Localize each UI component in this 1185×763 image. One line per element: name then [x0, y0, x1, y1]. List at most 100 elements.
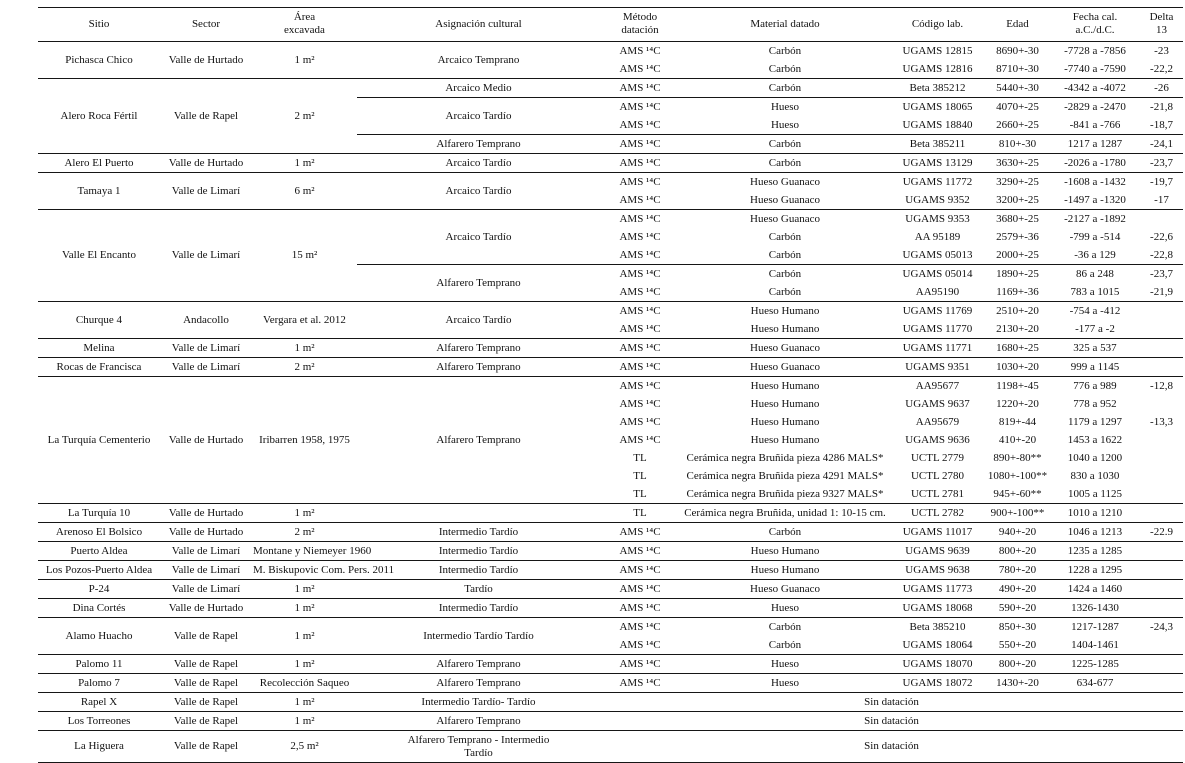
age-cell: 800+-20 — [985, 654, 1050, 674]
cultural-assignment-cell: Intermedio Tardío Tardío — [357, 617, 600, 655]
calibrated-date-cell: 1326-1430 — [1050, 598, 1140, 618]
calibrated-date-cell: 86 a 248 — [1050, 264, 1140, 283]
table-row: Alfarero Temprano AMS ¹⁴C Carbón UGAMS 0501… — [38, 264, 1183, 302]
dated-material-cell: Hueso Guanaco — [680, 579, 890, 599]
sector-cell: Valle de Hurtado — [168, 53, 244, 66]
cultural-assignment-cell — [357, 503, 600, 523]
calibrated-date-cell: -841 a -766 — [1069, 118, 1121, 131]
lab-code-cell: UCTL 2779 — [910, 451, 965, 464]
calibrated-date-cell: 830 a 1030 — [1070, 469, 1120, 482]
dating-method-cell: AMS ¹⁴C — [600, 134, 680, 154]
table-row: Los Torreones Valle de Rapel 1 m² Alfarero … — [38, 711, 1183, 731]
age-cell: 3630+-25 — [985, 153, 1050, 173]
dating-method-cell: AMS ¹⁴C — [600, 209, 680, 228]
site-name-cell: La Turquía 10 — [38, 503, 160, 523]
age-cell: 1220+-20 — [996, 397, 1039, 410]
calibrated-date-cell: 1010 a 1210 — [1050, 503, 1140, 523]
dated-material-cell: Hueso Guanaco — [680, 172, 890, 191]
excavated-area-cell: 1 m² — [294, 53, 315, 66]
dating-method-cell: AMS ¹⁴C — [619, 62, 661, 75]
calibrated-date-cell: 1225-1285 — [1050, 654, 1140, 674]
dated-material-cell: Carbón — [768, 638, 802, 651]
cultural-assignment-cell: Alfarero Temprano — [357, 134, 600, 154]
cultural-assignment-cell: Arcaico Tardío — [357, 153, 600, 173]
excavated-area-cell: 2,5 m² — [252, 730, 357, 763]
excavated-area-cell: 2 m² — [252, 78, 357, 154]
table-row: Palomo 11 Valle de Rapel 1 m² Alfarero Temp… — [38, 654, 1183, 674]
dated-material-cell: Hueso Humano — [750, 322, 820, 335]
delta13-cell — [1140, 485, 1183, 504]
lab-code-cell: UCTL 2782 — [890, 503, 985, 523]
age-cell: 3680+-25 — [985, 209, 1050, 228]
table-row: AMS ¹⁴C Carbón UGAMS 05013 2000+-25 -36 a 12… — [38, 246, 1183, 265]
column-header-edad: Edad — [985, 7, 1050, 42]
lab-code-cell: UGAMS 11769 — [890, 301, 985, 320]
delta13-cell — [1140, 338, 1183, 358]
age-cell: 850+-30 — [985, 617, 1050, 636]
lab-code-cell: UGAMS 11771 — [890, 338, 985, 358]
calibrated-date-cell: 1228 a 1295 — [1050, 560, 1140, 580]
site-name-cell: La Higuera — [38, 730, 160, 763]
sector-cell: Valle de Limarí — [160, 541, 252, 561]
table-header-row: Sitio Sector Área excavada Asignación cu… — [38, 7, 1183, 42]
column-header-delta-13: Delta 13 — [1140, 7, 1183, 42]
dating-method-cell: AMS ¹⁴C — [600, 579, 680, 599]
cultural-assignment-cell: Alfarero Temprano — [357, 357, 600, 377]
excavated-area-cell: 2 m² — [252, 357, 357, 377]
excavated-area-cell: 1 m² — [252, 692, 357, 712]
calibrated-date-cell: 1179 a 1297 — [1068, 415, 1122, 428]
lab-code-cell: UGAMS 05014 — [890, 264, 985, 283]
dating-method-cell: AMS ¹⁴C — [600, 654, 680, 674]
lab-code-cell: UGAMS 9637 — [905, 397, 970, 410]
age-cell: 5440+-30 — [985, 78, 1050, 98]
dated-material-cell: Carbón — [680, 617, 890, 636]
excavated-area-cell: Montane y Niemeyer 1960 — [252, 541, 371, 561]
table-row: Alamo Huacho Valle de Rapel 1 m² Intermedio… — [38, 617, 1183, 655]
dating-method-cell: AMS ¹⁴C — [619, 230, 661, 243]
sector-cell: Valle de Limarí — [160, 209, 252, 302]
table-row: Rapel X Valle de Rapel 1 m² Intermedio Tard… — [38, 692, 1183, 712]
dated-material-cell: Hueso — [770, 118, 800, 131]
dating-method-cell: AMS ¹⁴C — [600, 172, 680, 191]
delta13-cell — [1140, 579, 1183, 599]
lab-code-cell: UCTL 2780 — [910, 469, 965, 482]
table-row: AMS ¹⁴C Carbón AA 95189 2579+-36 -799 a -514… — [38, 228, 1183, 246]
delta13-cell — [1140, 449, 1183, 467]
dated-material-cell: Hueso Guanaco — [680, 338, 890, 358]
dated-material-cell: Hueso Guanaco — [750, 193, 820, 206]
sector-cell: Valle de Limarí — [160, 172, 252, 210]
sector-cell: Valle de Rapel — [160, 692, 252, 712]
age-cell: 945+-60** — [993, 487, 1042, 500]
no-dating-cell: Sin datación — [600, 711, 1183, 731]
delta13-cell: -22.9 — [1140, 522, 1183, 542]
cultural-assignment-cell: Alfarero Temprano - Intermedio Tardío — [357, 730, 600, 763]
site-name-cell: Los Pozos-Puerto Aldea — [38, 560, 160, 580]
table-row: TL Cerámica negra Bruñida pieza 4291 MALS… — [38, 467, 1183, 485]
site-name-cell: Alamo Huacho — [38, 617, 160, 655]
table-row: Palomo 7 Valle de Rapel Recolección Saqueo… — [38, 673, 1183, 693]
sector-cell: Valle de Rapel — [160, 617, 252, 655]
lab-code-cell: UGAMS 18072 — [890, 673, 985, 693]
table-row: Dina Cortés Valle de Hurtado 1 m² Intermedi… — [38, 598, 1183, 618]
dated-material-cell: Cerámica negra Bruñida pieza 4291 MALS* — [686, 469, 884, 482]
dating-method-cell: AMS ¹⁴C — [619, 415, 661, 428]
dating-method-cell: TL — [633, 451, 647, 464]
cultural-assignment-cell: Arcaico Tardío — [357, 97, 600, 135]
excavated-area-cell: 1 m² — [252, 338, 357, 358]
lab-code-cell: UGAMS 12816 — [902, 62, 973, 75]
site-name-cell: La Turquía Cementerio — [38, 376, 160, 504]
table-row: TL Cerámica negra Bruñida pieza 4286 MALS… — [38, 449, 1183, 467]
column-header-metodo-datacion: Método datación — [600, 7, 680, 42]
lab-code-cell: UCTL 2781 — [910, 487, 965, 500]
dated-material-cell: Carbón — [768, 62, 802, 75]
table-row: P-24 Valle de Limarí 1 m² Tardío AMS ¹⁴C Hues… — [38, 579, 1183, 599]
calibrated-date-cell: 1005 a 1125 — [1068, 487, 1122, 500]
table-body: Pichasca Chico Valle de Hurtado 1 m² Arcaic… — [38, 42, 1183, 763]
site-name-cell: Arenoso El Bolsico — [38, 522, 160, 542]
excavated-area-cell: 2 m² — [252, 522, 357, 542]
cultural-assignment-cell: Alfarero Temprano — [357, 711, 600, 731]
age-cell: 8690+-30 — [996, 44, 1039, 57]
table-row: TL Cerámica negra Bruñida pieza 9327 MALS… — [38, 485, 1183, 504]
calibrated-date-cell: -799 a -514 — [1069, 230, 1121, 243]
lab-code-cell: UGAMS 9352 — [905, 193, 970, 206]
